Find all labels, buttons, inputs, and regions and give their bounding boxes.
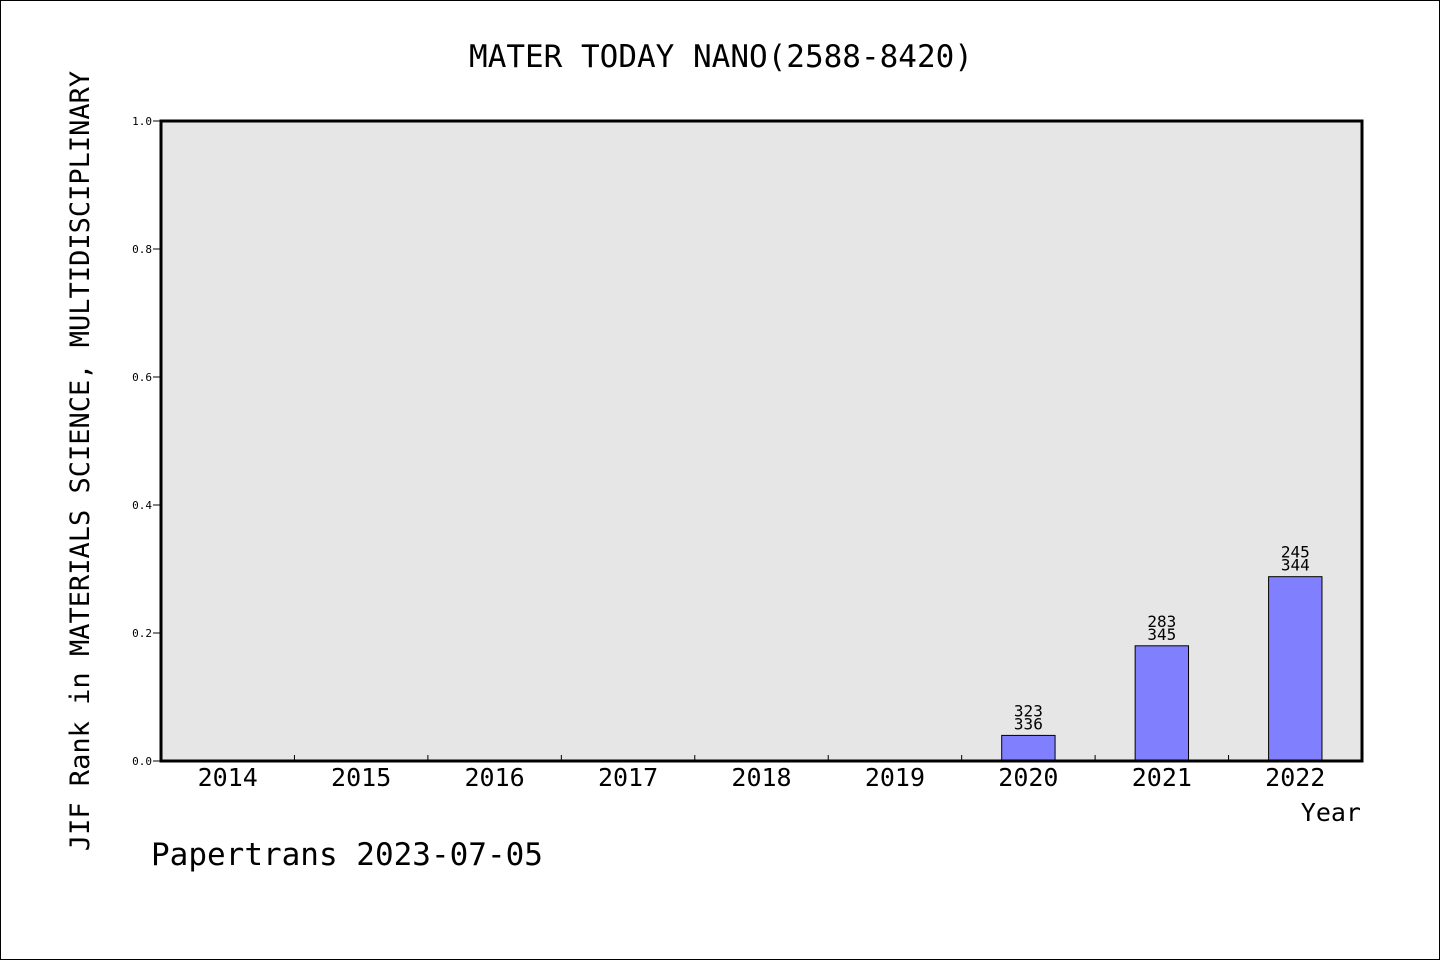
bar-total-label-2020: 336 (1014, 714, 1043, 733)
x-tick-label-2022: 2022 (1265, 763, 1325, 792)
bar-rank-label-2021: 283 (1147, 612, 1176, 631)
y-axis-label: JIF Rank in MATERIALS SCIENCE, MULTIDISC… (65, 71, 96, 851)
x-tick-label-2020: 2020 (998, 763, 1058, 792)
x-tick-label-2016: 2016 (465, 763, 525, 792)
y-tick-label-0.2: 0.2 (132, 627, 152, 640)
footer-credit: Papertrans 2023-07-05 (151, 837, 543, 873)
y-tick-label-0.8: 0.8 (132, 243, 152, 256)
y-tick-label-0.4: 0.4 (132, 499, 152, 512)
y-tick-label-0.6: 0.6 (132, 371, 152, 384)
x-axis-label: Year (1301, 798, 1361, 827)
bars-layer (1001, 576, 1323, 762)
bar-2020 (1001, 734, 1056, 762)
y-tick-label-0.0: 0.0 (132, 755, 152, 768)
bar-2022 (1268, 576, 1323, 762)
x-tick-label-2014: 2014 (198, 763, 258, 792)
x-tick-label-2019: 2019 (865, 763, 925, 792)
chart-title: MATER TODAY NANO(2588-8420) (469, 39, 973, 75)
y-tick-label-1.0: 1.0 (132, 115, 152, 128)
bar-rank-label-2022: 245 (1281, 543, 1310, 562)
bar-rank-label-2020: 323 (1014, 701, 1043, 720)
bar-2021 (1134, 645, 1190, 762)
plot-border (159, 119, 1364, 763)
x-ticks-layer: 2014 2015 2016 2017 2018 2019 2020 2021 2022 (198, 755, 1325, 792)
x-tick-label-2017: 2017 (598, 763, 658, 792)
x-tick-label-2015: 2015 (331, 763, 391, 792)
bar-total-label-2021: 345 (1147, 625, 1176, 644)
y-ticks-layer: 0.0 0.2 0.4 0.6 0.8 1.0 (132, 115, 161, 768)
x-tick-label-2021: 2021 (1132, 763, 1192, 792)
bar-total-label-2022: 344 (1281, 556, 1310, 575)
x-tick-label-2018: 2018 (731, 763, 791, 792)
